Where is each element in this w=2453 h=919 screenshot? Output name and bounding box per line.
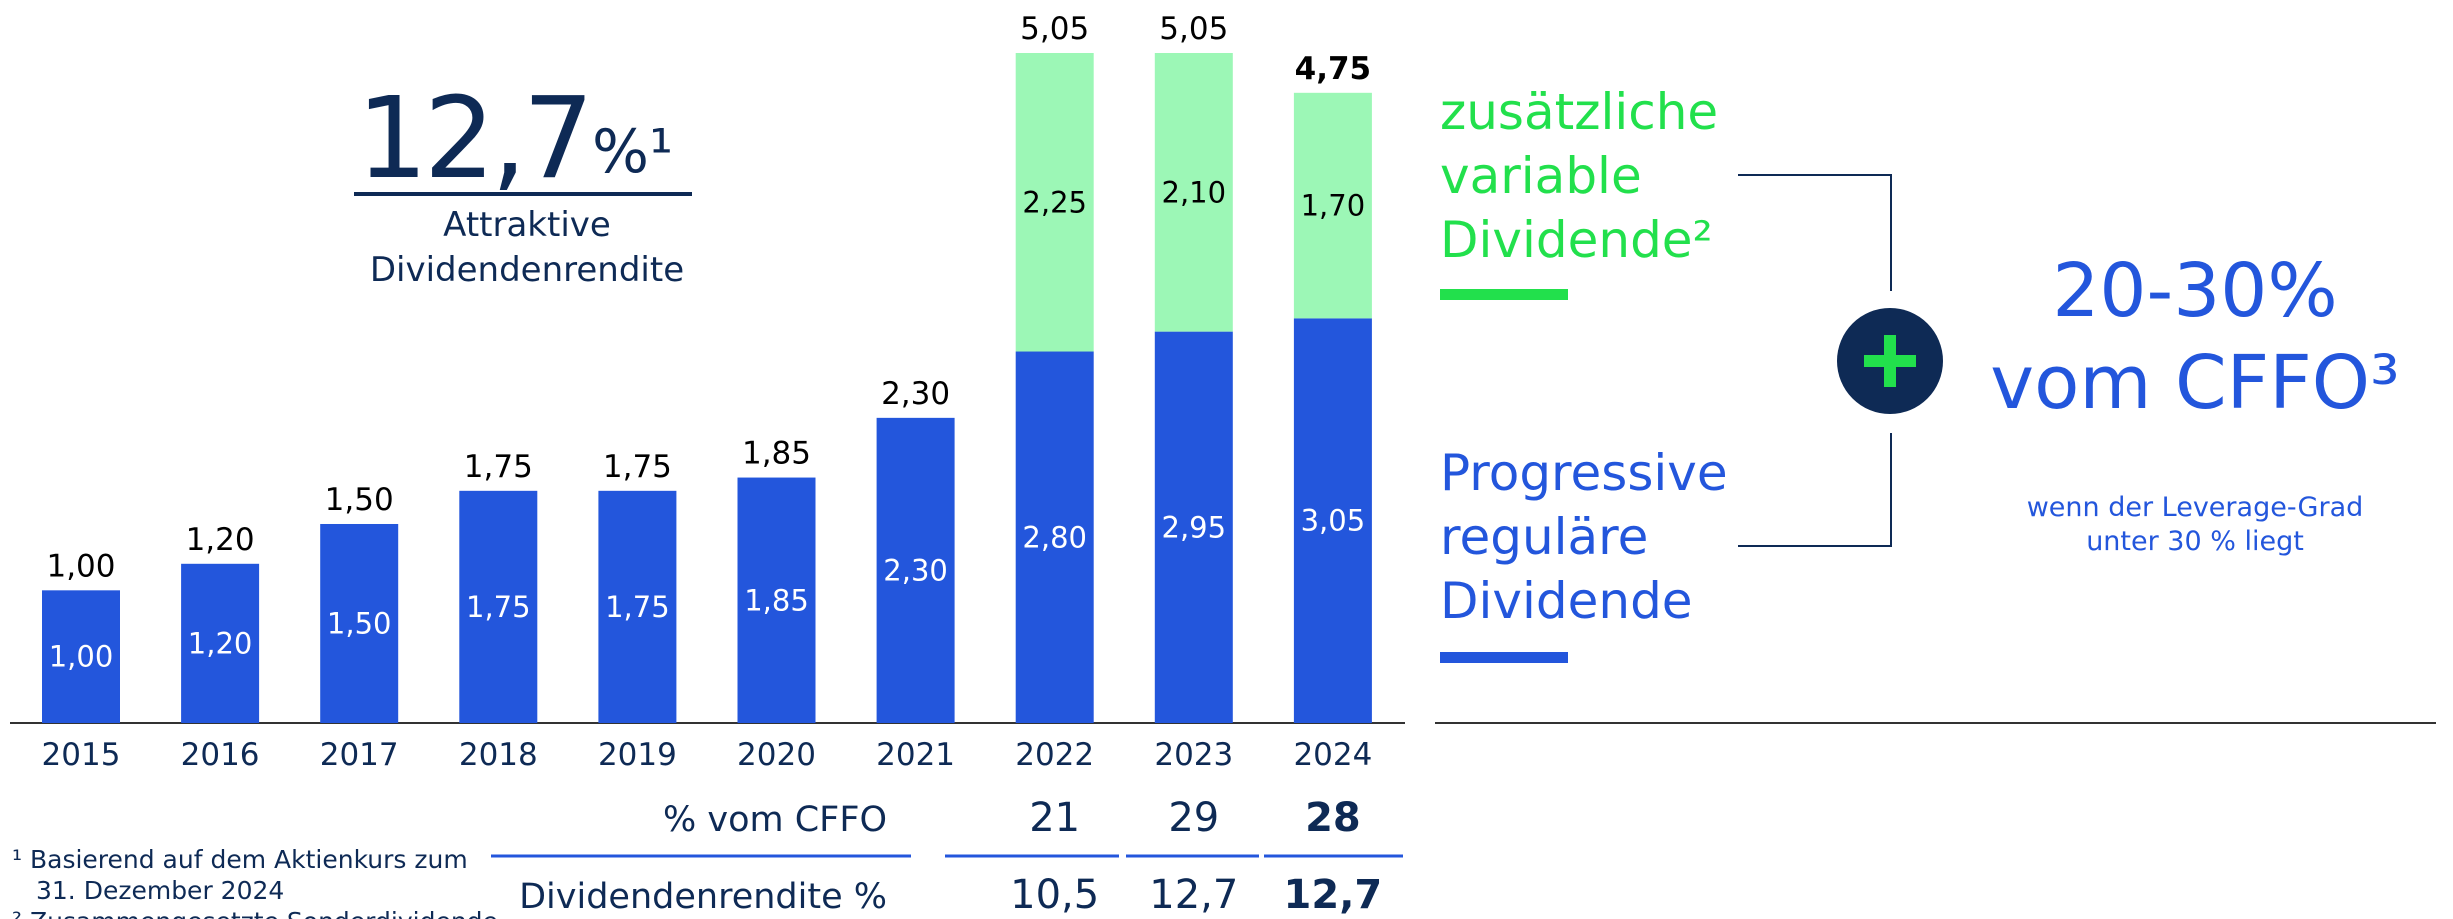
segment-label: 1,70 bbox=[1301, 189, 1366, 223]
legend-swatch bbox=[1440, 652, 1568, 663]
legend-label: Dividende² bbox=[1440, 211, 1713, 269]
table-cell: 12,7 bbox=[1149, 872, 1238, 918]
total-label: 1,75 bbox=[603, 449, 672, 485]
total-label: 1,20 bbox=[186, 522, 255, 558]
table-cell: 12,7 bbox=[1284, 872, 1383, 918]
x-tick-label: 2015 bbox=[42, 737, 121, 773]
legend-label: reguläre bbox=[1440, 508, 1648, 566]
cffo-note: unter 30 % liegt bbox=[2086, 526, 2304, 557]
legend-label: Progressive bbox=[1440, 444, 1728, 502]
legend-swatch bbox=[1440, 289, 1568, 300]
bar-segment bbox=[598, 490, 677, 723]
total-label: 1,50 bbox=[325, 482, 394, 518]
bar-segment bbox=[1015, 53, 1094, 352]
total-label: 5,05 bbox=[1020, 11, 1089, 47]
headline-caption: Attraktive bbox=[443, 205, 611, 245]
segment-label: 2,30 bbox=[883, 553, 948, 587]
headline-value: 12,7 bbox=[357, 74, 590, 204]
total-label: 1,00 bbox=[46, 548, 115, 584]
total-label: 1,75 bbox=[464, 449, 533, 485]
cffo-title: vom CFFO³ bbox=[1990, 340, 2399, 426]
x-tick-label: 2023 bbox=[1154, 737, 1233, 773]
segment-label: 1,85 bbox=[744, 583, 809, 617]
cffo-note: wenn der Leverage-Grad bbox=[2027, 492, 2364, 523]
segment-label: 2,25 bbox=[1022, 185, 1087, 219]
table-cell: 28 bbox=[1305, 795, 1361, 841]
cffo-title: 20-30% bbox=[2052, 248, 2337, 334]
segment-label: 2,80 bbox=[1022, 520, 1087, 554]
segment-label: 1,75 bbox=[466, 590, 531, 624]
footnote: ¹ Basierend auf dem Aktienkurs zum bbox=[12, 845, 468, 874]
headline-unit: %¹ bbox=[592, 117, 673, 187]
total-label: 1,85 bbox=[742, 436, 811, 472]
x-tick-label: 2021 bbox=[876, 737, 955, 773]
bar-segment bbox=[459, 490, 538, 723]
bar-segment bbox=[737, 477, 816, 723]
x-tick-label: 2018 bbox=[459, 737, 538, 773]
legend-label: zusätzliche bbox=[1440, 83, 1718, 141]
total-label: 4,75 bbox=[1295, 51, 1372, 87]
segment-label: 1,20 bbox=[188, 626, 253, 660]
headline-caption: Dividendenrendite bbox=[370, 250, 684, 290]
table-row-label: Dividendenrendite % bbox=[519, 877, 887, 917]
segment-label: 1,75 bbox=[605, 590, 670, 624]
bar-segment bbox=[1015, 351, 1094, 723]
bar-segment bbox=[42, 590, 120, 723]
table-row-label: % vom CFFO bbox=[663, 800, 887, 840]
legend-label: Dividende bbox=[1440, 572, 1693, 630]
table-cell: 29 bbox=[1168, 795, 1219, 841]
bar-segment bbox=[1293, 318, 1372, 723]
table-cell: 21 bbox=[1029, 795, 1080, 841]
x-tick-label: 2024 bbox=[1293, 737, 1372, 773]
segment-label: 3,05 bbox=[1301, 504, 1366, 538]
bar-segment bbox=[1154, 53, 1233, 332]
total-label: 2,30 bbox=[881, 376, 950, 412]
x-tick-label: 2019 bbox=[598, 737, 677, 773]
bracket-top bbox=[1738, 174, 1892, 291]
footnote: ² Zusammengesetzte Sonderdividende bbox=[12, 907, 498, 919]
bar-segment bbox=[876, 417, 955, 723]
bar-segment bbox=[320, 523, 399, 723]
bar-segment bbox=[181, 563, 260, 723]
x-tick-label: 2017 bbox=[320, 737, 399, 773]
segment-label: 2,95 bbox=[1162, 510, 1227, 544]
segment-label: 1,00 bbox=[49, 640, 114, 674]
segment-label: 1,50 bbox=[327, 606, 392, 640]
x-tick-label: 2020 bbox=[737, 737, 816, 773]
segment-label: 2,10 bbox=[1162, 175, 1227, 209]
x-tick-label: 2022 bbox=[1015, 737, 1094, 773]
plus-v bbox=[1884, 335, 1896, 387]
bar-segment bbox=[1154, 331, 1233, 723]
footnote: 31. Dezember 2024 bbox=[36, 876, 284, 905]
table-cell: 10,5 bbox=[1010, 872, 1099, 918]
bar-segment bbox=[1293, 92, 1372, 319]
bracket-bottom bbox=[1738, 433, 1892, 547]
legend-label: variable bbox=[1440, 147, 1642, 205]
total-label: 5,05 bbox=[1159, 11, 1228, 47]
x-tick-label: 2016 bbox=[181, 737, 260, 773]
